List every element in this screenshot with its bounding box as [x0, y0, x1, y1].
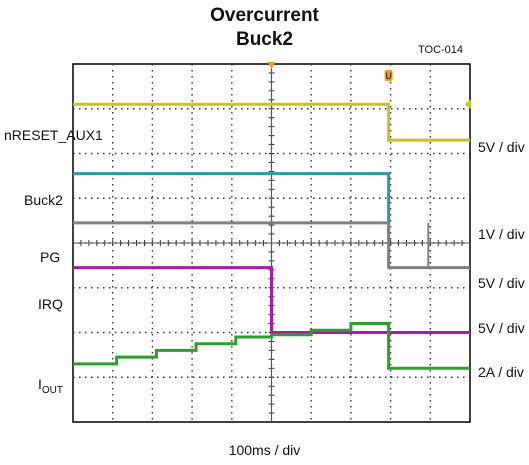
trace-nreset_aux1: [73, 102, 470, 142]
label-buck2: Buck2: [24, 192, 63, 208]
x-axis-label: 100ms / div: [228, 442, 301, 458]
markers: U: [267, 62, 471, 110]
label-iout-main: I: [38, 376, 42, 392]
cursor-marker: [384, 70, 393, 81]
scale-nreset: 5V / div: [478, 139, 525, 155]
scale-iout: 2A / div: [478, 364, 524, 380]
label-iout: IOUT: [38, 376, 63, 396]
trigger-marker: [267, 62, 276, 69]
level-marker: [465, 99, 471, 110]
chart-subtitle: Buck2: [235, 29, 294, 50]
scale-irq: 5V / div: [478, 320, 525, 336]
cursor-label: U: [385, 71, 392, 81]
trace-buck2: [73, 172, 391, 235]
figure-id: TOC-014: [418, 44, 464, 56]
label-nreset: nRESET_AUX1: [4, 127, 103, 143]
scale-buck2: 1V / div: [478, 226, 525, 242]
trace-irq: [73, 266, 470, 334]
label-iout-sub: OUT: [41, 384, 63, 396]
traces: [73, 102, 470, 370]
label-pg: PG: [40, 249, 61, 265]
scale-pg: 5V / div: [478, 275, 525, 291]
label-irq: IRQ: [38, 296, 63, 312]
chart-title: Overcurrent: [210, 5, 319, 26]
trace-iout: [73, 322, 470, 370]
